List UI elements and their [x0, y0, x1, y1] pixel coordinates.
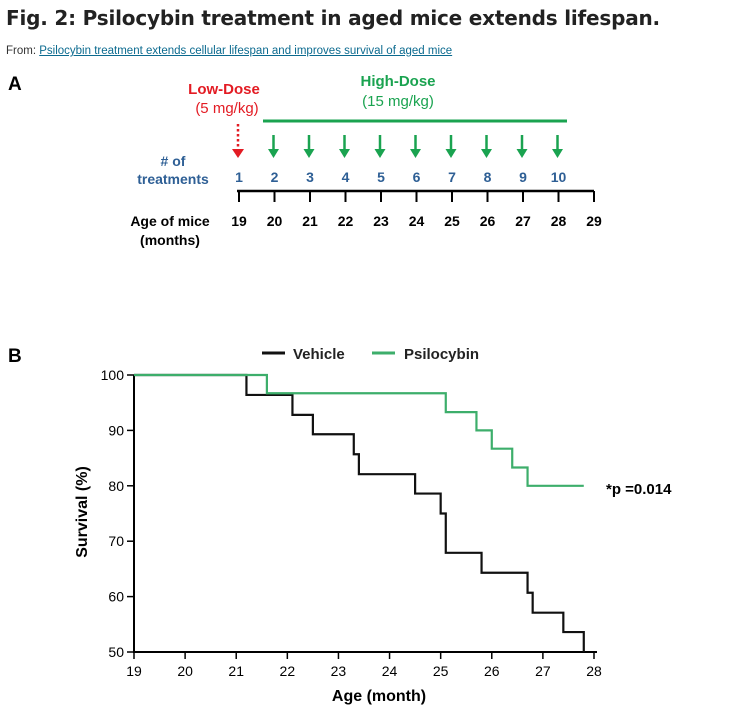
y-axis-label: Survival (%) — [74, 466, 91, 558]
age-number: 19 — [231, 213, 247, 229]
age-label-line1: Age of mice — [130, 213, 210, 229]
x-axis-label: Age (month) — [332, 688, 426, 705]
panel-a-label: A — [8, 74, 22, 95]
treatment-number: 4 — [342, 169, 350, 185]
figure-source: From: Psilocybin treatment extends cellu… — [6, 45, 452, 57]
x-tick-label: 20 — [177, 663, 193, 679]
treatment-number: 10 — [551, 169, 567, 185]
treatments-label-line1: # of — [161, 153, 186, 169]
treatment-numbers: 1 2 3 4 5 6 7 8 9 10 — [235, 169, 566, 185]
x-tick-label: 21 — [228, 663, 244, 679]
source-link[interactable]: Psilocybin treatment extends cellular li… — [39, 45, 453, 57]
x-tick-label: 28 — [586, 663, 602, 679]
high-dose-arrow — [516, 135, 528, 158]
x-tick-label: 24 — [382, 663, 398, 679]
age-timeline-ticks — [238, 191, 595, 202]
treatment-number: 6 — [413, 169, 421, 185]
from-label: From: — [6, 45, 37, 57]
treatment-number: 9 — [519, 169, 527, 185]
age-number: 23 — [373, 213, 389, 229]
panel-b-label: B — [8, 346, 22, 367]
low-dose-arrow — [232, 124, 244, 158]
treatment-number: 7 — [448, 169, 456, 185]
y-tick-label: 80 — [108, 478, 124, 494]
treatment-number: 5 — [377, 169, 385, 185]
high-dose-arrow — [268, 135, 279, 158]
high-dose-arrow — [552, 135, 563, 158]
high-dose-amount: (15 mg/kg) — [362, 93, 434, 110]
p-value-annotation: *p =0.014 — [606, 481, 672, 498]
high-dose-arrow — [481, 135, 492, 158]
age-number: 20 — [267, 213, 283, 229]
legend-vehicle-label: Vehicle — [293, 346, 345, 363]
age-label-line2: (months) — [140, 232, 200, 248]
x-tick-label: 27 — [535, 663, 551, 679]
x-tick-label: 19 — [126, 663, 142, 679]
survival-curves — [134, 373, 585, 652]
high-dose-title: High-Dose — [361, 73, 436, 90]
age-number: 27 — [515, 213, 531, 229]
age-number: 28 — [551, 213, 567, 229]
legend-psilocybin-label: Psilocybin — [404, 346, 479, 363]
y-tick-label: 90 — [108, 422, 124, 438]
age-number: 24 — [409, 213, 425, 229]
x-tick-label: 22 — [280, 663, 296, 679]
high-dose-arrow — [445, 135, 457, 158]
series-line-psilocybin — [134, 373, 584, 487]
low-dose-title: Low-Dose — [188, 81, 260, 98]
age-number: 21 — [302, 213, 318, 229]
treatment-number: 1 — [235, 169, 243, 185]
x-ticks: 19 20 21 22 23 24 25 26 27 28 — [126, 652, 602, 679]
series-line-vehicle — [134, 373, 585, 652]
x-tick-label: 25 — [433, 663, 449, 679]
low-dose-amount: (5 mg/kg) — [195, 100, 258, 117]
chart-legend: Vehicle Psilocybin — [262, 346, 479, 363]
age-number: 29 — [586, 213, 602, 229]
high-dose-arrow — [303, 135, 315, 158]
y-tick-label: 70 — [108, 533, 124, 549]
y-tick-label: 100 — [101, 367, 125, 383]
y-ticks: 50 60 70 80 90 100 — [101, 367, 134, 660]
x-tick-label: 23 — [331, 663, 347, 679]
y-tick-label: 60 — [108, 589, 124, 605]
high-dose-arrow — [410, 135, 421, 158]
treatment-number: 2 — [271, 169, 279, 185]
x-tick-label: 26 — [484, 663, 500, 679]
age-number: 22 — [338, 213, 354, 229]
y-tick-label: 50 — [108, 644, 124, 660]
age-number: 26 — [480, 213, 496, 229]
age-numbers: 19 20 21 22 23 24 25 26 27 28 29 — [231, 213, 602, 229]
high-dose-arrow — [339, 135, 350, 158]
high-dose-arrows — [268, 135, 563, 158]
age-number: 25 — [444, 213, 460, 229]
treatment-number: 8 — [484, 169, 492, 185]
high-dose-arrow — [374, 135, 386, 158]
figure-title: Fig. 2: Psilocybin treatment in aged mic… — [6, 6, 660, 30]
treatments-label-line2: treatments — [137, 171, 209, 187]
treatment-number: 3 — [306, 169, 314, 185]
